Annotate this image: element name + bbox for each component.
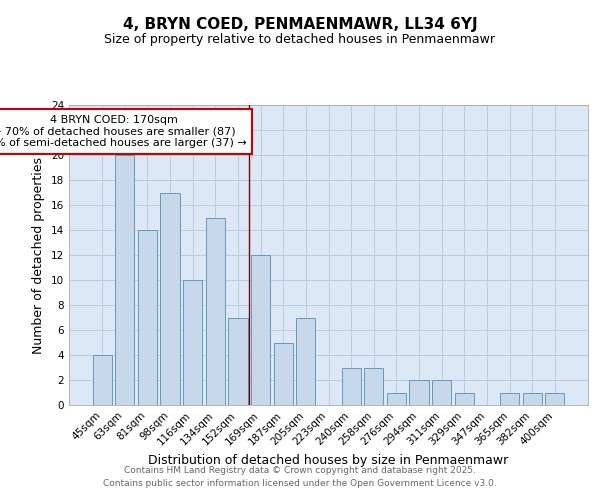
- Bar: [545, 392, 565, 405]
- Bar: [364, 368, 383, 405]
- Bar: [183, 280, 202, 405]
- Bar: [251, 255, 270, 405]
- Bar: [341, 368, 361, 405]
- Bar: [115, 155, 134, 405]
- Text: Size of property relative to detached houses in Penmaenmawr: Size of property relative to detached ho…: [104, 32, 496, 46]
- Y-axis label: Number of detached properties: Number of detached properties: [32, 156, 46, 354]
- Bar: [387, 392, 406, 405]
- Bar: [138, 230, 157, 405]
- Bar: [432, 380, 451, 405]
- Bar: [160, 192, 180, 405]
- Bar: [523, 392, 542, 405]
- Bar: [206, 218, 225, 405]
- Text: Contains HM Land Registry data © Crown copyright and database right 2025.
Contai: Contains HM Land Registry data © Crown c…: [103, 466, 497, 487]
- Bar: [455, 392, 474, 405]
- X-axis label: Distribution of detached houses by size in Penmaenmawr: Distribution of detached houses by size …: [148, 454, 509, 466]
- Bar: [274, 342, 293, 405]
- Bar: [92, 355, 112, 405]
- Bar: [500, 392, 519, 405]
- Bar: [409, 380, 428, 405]
- Bar: [296, 318, 316, 405]
- Text: 4, BRYN COED, PENMAENMAWR, LL34 6YJ: 4, BRYN COED, PENMAENMAWR, LL34 6YJ: [122, 18, 478, 32]
- Bar: [229, 318, 248, 405]
- Text: 4 BRYN COED: 170sqm
← 70% of detached houses are smaller (87)
30% of semi-detach: 4 BRYN COED: 170sqm ← 70% of detached ho…: [0, 115, 247, 148]
